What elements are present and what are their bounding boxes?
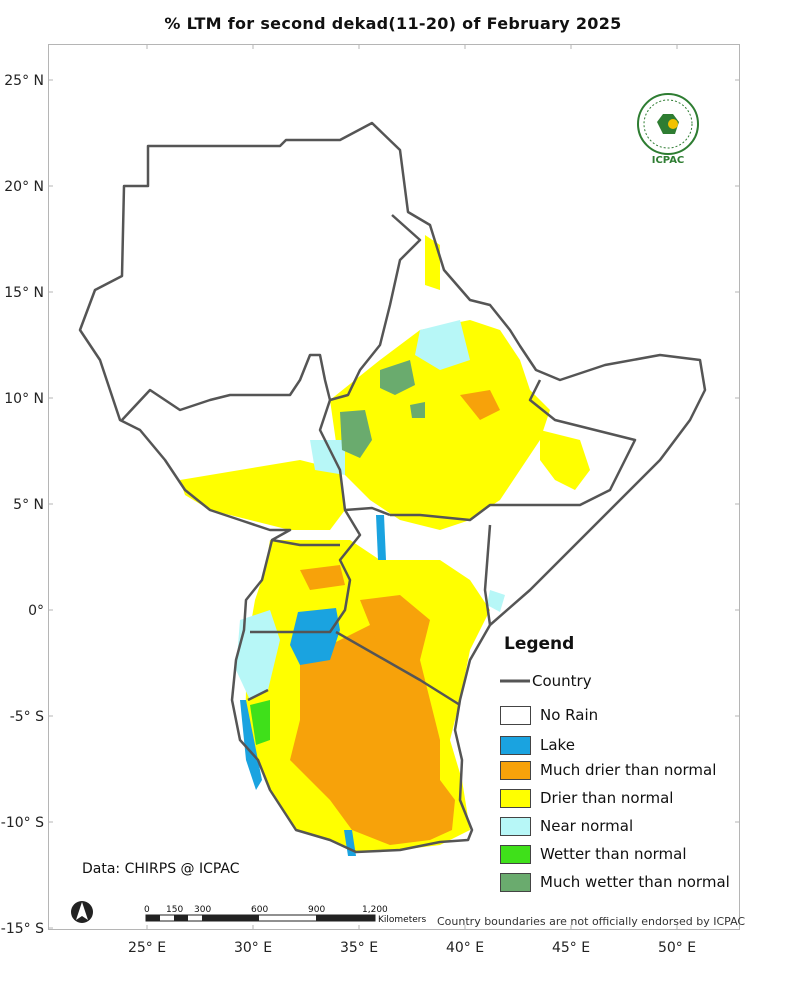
legend-swatch: [500, 873, 531, 892]
igad-icpac-logo: ICPAC: [633, 92, 703, 172]
legend-swatch: [500, 761, 531, 780]
legend-label: No Rain: [540, 706, 599, 724]
legend-label: Lake: [540, 736, 575, 754]
scale-tick-label: 900: [308, 905, 326, 915]
map-frame: [48, 44, 740, 930]
y-tick-label: 20° N: [4, 179, 44, 195]
country-borders: [78, 121, 707, 854]
scale-tick-label: 600: [251, 905, 269, 915]
scale-tick-label: 0: [144, 905, 150, 915]
y-tick-label: 10° N: [4, 391, 44, 407]
y-tick-label: 15° N: [4, 285, 44, 301]
legend-swatch: [500, 845, 531, 864]
legend-swatch: [500, 736, 531, 755]
data-source: Data: CHIRPS @ ICPAC: [82, 861, 240, 877]
much-wetter-areas: [340, 360, 425, 458]
scale-tick-label: 300: [194, 905, 212, 915]
legend-label: Much wetter than normal: [540, 873, 730, 891]
disclaimer: Country boundaries are not officially en…: [437, 915, 746, 928]
legend-label: Near normal: [540, 817, 634, 835]
y-tick-label: -5° S: [9, 709, 44, 725]
scale-unit: Kilometers: [378, 915, 427, 925]
logo-text: ICPAC: [651, 155, 685, 166]
legend-country-label: Country: [532, 672, 592, 690]
y-tick-label: -10° S: [0, 815, 44, 831]
x-tick-label: 30° E: [233, 940, 273, 956]
y-tick-label: 0°: [28, 603, 44, 619]
y-tick-label: 5° N: [13, 497, 44, 513]
map-title: % LTM for second dekad(11-20) of Februar…: [164, 14, 622, 33]
legend-swatch: [500, 789, 531, 808]
x-tick-label: 50° E: [657, 940, 697, 956]
legend-label: Much drier than normal: [540, 761, 717, 779]
legend-title: Legend: [504, 634, 575, 654]
logo-emblem-icon: [637, 93, 699, 155]
y-tick-label: 25° N: [4, 73, 44, 89]
x-tick-label: 35° E: [339, 940, 379, 956]
legend-swatch: [500, 817, 531, 836]
legend-swatch: [500, 706, 531, 725]
wetter-areas: [250, 700, 270, 745]
scale-tick-label: 1,200: [362, 905, 388, 915]
x-tick-label: 25° E: [127, 940, 167, 956]
x-tick-label: 40° E: [445, 940, 485, 956]
scale-bar: [145, 914, 376, 922]
x-tick-label: 45° E: [551, 940, 591, 956]
north-arrow-icon: [71, 901, 93, 923]
legend-label: Drier than normal: [540, 789, 674, 807]
y-tick-label: -15° S: [0, 921, 44, 937]
scale-tick-label: 150: [166, 905, 184, 915]
legend-label: Wetter than normal: [540, 845, 687, 863]
axis-ticks: [48, 44, 740, 930]
